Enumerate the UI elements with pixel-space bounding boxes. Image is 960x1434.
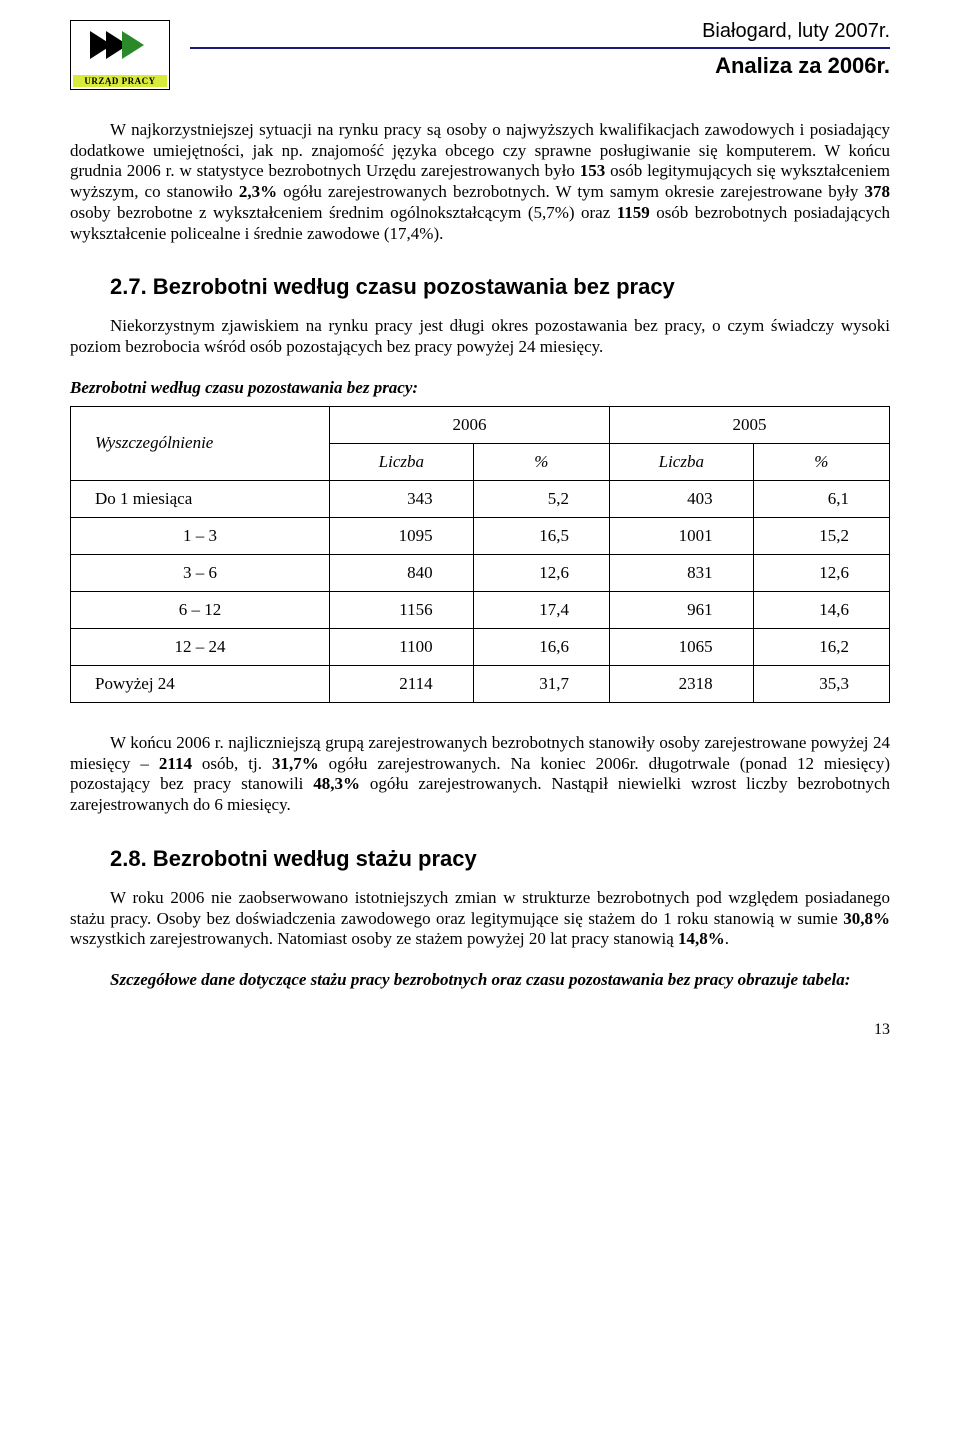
- text: wszystkich zarejestrowanych. Natomiast o…: [70, 929, 678, 948]
- value: 1159: [617, 203, 650, 222]
- cell: 16,2: [753, 628, 889, 665]
- cell: 840: [330, 554, 474, 591]
- section-2-7-title: 2.7. Bezrobotni według czasu pozostawani…: [110, 274, 890, 300]
- section-2-7-intro: Niekorzystnym zjawiskiem na rynku pracy …: [70, 316, 890, 357]
- header-right: Białogard, luty 2007r. Analiza za 2006r.: [170, 20, 890, 79]
- cell: 1095: [330, 517, 474, 554]
- cell: 15,2: [753, 517, 889, 554]
- row-label: 1 – 3: [71, 517, 330, 554]
- cell: 5,2: [473, 480, 609, 517]
- cell: 31,7: [473, 665, 609, 702]
- paragraph-1: W najkorzystniejszej sytuacji na rynku p…: [70, 120, 890, 244]
- text: .: [725, 929, 729, 948]
- value: 2114: [159, 754, 192, 773]
- document-page: URZĄD PRACY Białogard, luty 2007r. Anali…: [0, 0, 960, 1079]
- cell: 403: [610, 480, 754, 517]
- cell: 35,3: [753, 665, 889, 702]
- page-number: 13: [70, 1021, 890, 1039]
- text: osób, tj.: [192, 754, 272, 773]
- value: 14,8%: [678, 929, 725, 948]
- row-label: Do 1 miesiąca: [71, 480, 330, 517]
- cell: 343: [330, 480, 474, 517]
- value: 31,7%: [272, 754, 319, 773]
- col-pct-b: %: [753, 443, 889, 480]
- cell: 16,6: [473, 628, 609, 665]
- col-year-2006: 2006: [330, 406, 610, 443]
- row-label: Powyżej 24: [71, 665, 330, 702]
- page-header: URZĄD PRACY Białogard, luty 2007r. Anali…: [70, 20, 890, 90]
- cell: 2114: [330, 665, 474, 702]
- unemployment-duration-table: Wyszczególnienie 2006 2005 Liczba % Licz…: [70, 406, 890, 703]
- col-liczba-a: Liczba: [330, 443, 474, 480]
- table-row: Do 1 miesiąca 343 5,2 403 6,1: [71, 480, 890, 517]
- table-row: 12 – 24 1100 16,6 1065 16,2: [71, 628, 890, 665]
- cell: 831: [610, 554, 754, 591]
- cell: 6,1: [753, 480, 889, 517]
- logo: URZĄD PRACY: [70, 20, 170, 90]
- row-label: 6 – 12: [71, 591, 330, 628]
- table-head: Wyszczególnienie 2006 2005 Liczba % Licz…: [71, 406, 890, 480]
- header-rule: [190, 47, 890, 49]
- col-year-2005: 2005: [610, 406, 890, 443]
- cell: 17,4: [473, 591, 609, 628]
- value: 378: [865, 182, 891, 201]
- text: osoby bezrobotne z wykształceniem średni…: [70, 203, 617, 222]
- value: 153: [580, 161, 606, 180]
- text: W roku 2006 nie zaobserwowano istotniejs…: [70, 888, 890, 928]
- col-liczba-b: Liczba: [610, 443, 754, 480]
- cell: 12,6: [473, 554, 609, 591]
- cell: 1100: [330, 628, 474, 665]
- header-location-date: Białogard, luty 2007r.: [190, 20, 890, 43]
- logo-arrows-icon: [96, 23, 144, 67]
- value: 30,8%: [843, 909, 890, 928]
- table-row: 1 – 3 1095 16,5 1001 15,2: [71, 517, 890, 554]
- table-row: Powyżej 24 2114 31,7 2318 35,3: [71, 665, 890, 702]
- table-caption: Bezrobotni według czasu pozostawania bez…: [70, 378, 890, 398]
- cell: 16,5: [473, 517, 609, 554]
- cell: 12,6: [753, 554, 889, 591]
- section-2-8-title: 2.8. Bezrobotni według stażu pracy: [110, 846, 890, 872]
- row-label: 12 – 24: [71, 628, 330, 665]
- cell: 1156: [330, 591, 474, 628]
- cell: 1065: [610, 628, 754, 665]
- value: 48,3%: [313, 774, 360, 793]
- text: Szczegółowe dane dotyczące stażu pracy b…: [110, 970, 850, 989]
- section-2-8-paragraph: W roku 2006 nie zaobserwowano istotniejs…: [70, 888, 890, 950]
- table-row: 6 – 12 1156 17,4 961 14,6: [71, 591, 890, 628]
- col-spec: Wyszczególnienie: [71, 406, 330, 480]
- cell: 1001: [610, 517, 754, 554]
- col-pct-a: %: [473, 443, 609, 480]
- cell: 14,6: [753, 591, 889, 628]
- section-2-8-footnote: Szczegółowe dane dotyczące stażu pracy b…: [70, 970, 890, 991]
- header-title: Analiza za 2006r.: [190, 53, 890, 79]
- cell: 961: [610, 591, 754, 628]
- logo-label: URZĄD PRACY: [73, 75, 167, 87]
- paragraph-2: W końcu 2006 r. najliczniejszą grupą zar…: [70, 733, 890, 816]
- cell: 2318: [610, 665, 754, 702]
- text: ogółu zarejestrowanych bezrobotnych. W t…: [277, 182, 864, 201]
- table-row: 3 – 6 840 12,6 831 12,6: [71, 554, 890, 591]
- row-label: 3 – 6: [71, 554, 330, 591]
- table-body: Do 1 miesiąca 343 5,2 403 6,1 1 – 3 1095…: [71, 480, 890, 702]
- value: 2,3%: [239, 182, 277, 201]
- text: Niekorzystnym zjawiskiem na rynku pracy …: [70, 316, 890, 356]
